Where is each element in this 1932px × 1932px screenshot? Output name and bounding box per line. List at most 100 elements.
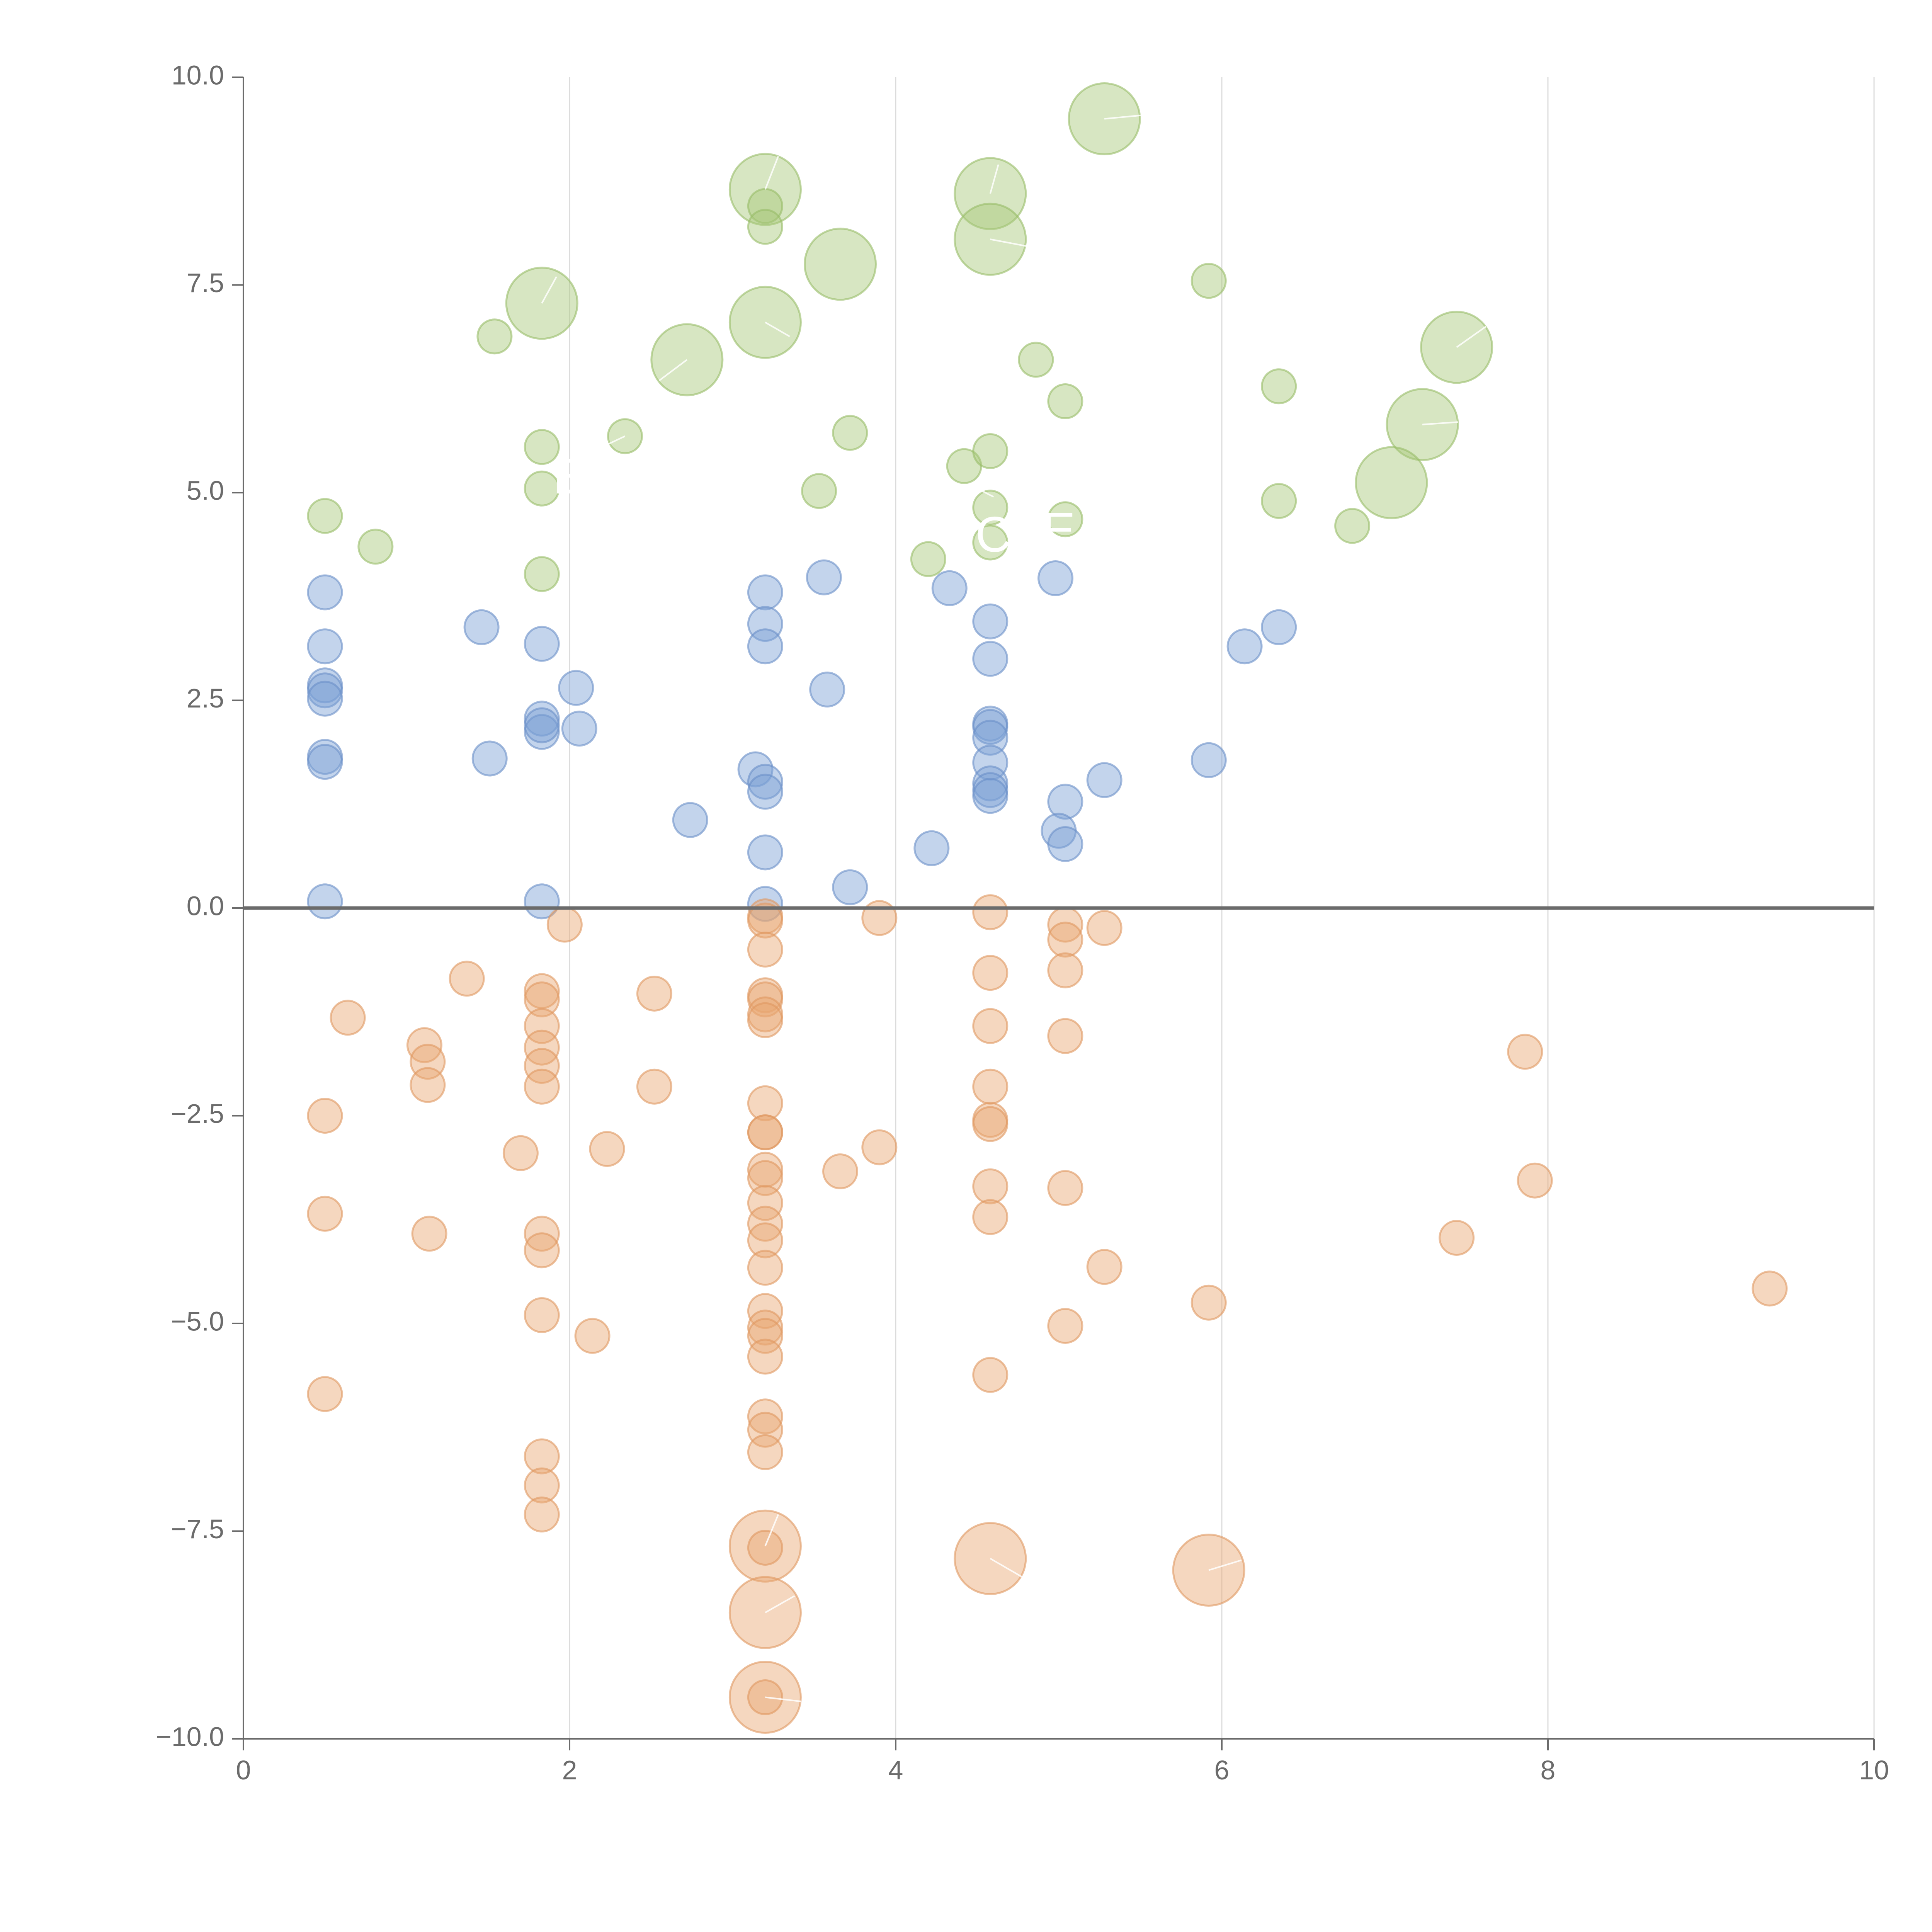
orange-bubble xyxy=(972,1068,1009,1105)
orange-bubble xyxy=(747,1222,783,1259)
orange-bubble xyxy=(747,1250,783,1286)
blue-bubble xyxy=(747,834,783,871)
y-tick-label: −2.5 xyxy=(171,1099,224,1129)
orange-bubble xyxy=(747,1310,783,1346)
orange-bubble xyxy=(972,955,1009,991)
green-bubble xyxy=(1261,483,1297,519)
orange-bubble xyxy=(1752,1270,1788,1307)
orange-bubble xyxy=(747,1318,783,1354)
orange-bubble xyxy=(524,1297,560,1333)
blue-bubble xyxy=(972,709,1009,745)
blue-bubble xyxy=(1047,826,1083,862)
orange-bubble xyxy=(1047,922,1083,958)
blue-bubble xyxy=(747,774,783,810)
blue-bubble xyxy=(307,672,343,709)
blue-bubble xyxy=(747,628,783,665)
green-bubble xyxy=(801,473,837,509)
y-tick-label: 7.5 xyxy=(187,268,224,298)
orange-bubble xyxy=(524,1467,560,1503)
annotation-label: E xyxy=(553,448,587,504)
orange-bubble xyxy=(1190,1284,1227,1321)
orange-bubble xyxy=(636,975,672,1012)
orange-bubble xyxy=(1047,1308,1083,1344)
leader-line xyxy=(541,276,557,304)
orange-bubble xyxy=(1439,1220,1475,1256)
blue-bubble xyxy=(524,883,560,920)
orange-bubble xyxy=(747,1434,783,1470)
leader-line xyxy=(765,321,790,337)
orange-bubble xyxy=(747,1530,783,1566)
blue-bubble xyxy=(463,609,500,645)
leader-line xyxy=(1456,326,1486,348)
blue-bubble xyxy=(307,744,343,780)
blue-bubble xyxy=(747,574,783,611)
blue-bubble xyxy=(806,559,842,595)
blue-bubble xyxy=(561,711,597,747)
orange-bubble xyxy=(307,1196,343,1232)
leader-line xyxy=(990,238,1035,248)
orange-bubble xyxy=(636,1068,672,1105)
orange-bubble xyxy=(972,1357,1009,1393)
orange-bubble xyxy=(307,1376,343,1412)
blue-bubble xyxy=(672,802,708,838)
orange-bubble xyxy=(972,1168,1009,1204)
x-tick-label: 10 xyxy=(1859,1755,1889,1785)
blue-bubble xyxy=(972,719,1009,756)
orange-bubble xyxy=(728,1576,802,1649)
green-bubble xyxy=(972,433,1009,469)
orange-bubble xyxy=(524,1068,560,1105)
orange-bubble xyxy=(747,902,783,939)
orange-bubble xyxy=(972,1008,1009,1044)
blue-bubble xyxy=(1226,628,1263,665)
blue-bubble xyxy=(737,751,774,787)
orange-bubble xyxy=(747,1002,783,1038)
orange-bubble xyxy=(972,1199,1009,1235)
green-bubble xyxy=(910,541,946,577)
green-bubble xyxy=(972,524,1009,561)
leader-line xyxy=(764,1514,779,1546)
leader-line xyxy=(1422,421,1459,425)
orange-bubble xyxy=(747,1338,783,1375)
orange-bubble xyxy=(1086,910,1122,946)
green-bubble xyxy=(524,556,560,592)
blue-bubble xyxy=(307,574,343,611)
orange-bubble xyxy=(861,1129,898,1165)
orange-bubble xyxy=(747,932,783,968)
blue-bubble xyxy=(1047,784,1083,820)
orange-bubble xyxy=(1086,1249,1122,1285)
orange-bubble xyxy=(861,900,898,936)
orange-bubble xyxy=(589,1131,625,1167)
orange-bubble xyxy=(330,1000,366,1036)
orange-bubble xyxy=(747,1114,783,1150)
orange-bubble xyxy=(524,1048,560,1084)
green-bubble xyxy=(804,228,877,301)
y-tick-label: 10.0 xyxy=(172,60,224,90)
green-bubble xyxy=(307,498,343,534)
orange-bubble xyxy=(524,1008,560,1044)
leader-line xyxy=(658,359,688,381)
orange-bubble xyxy=(449,961,485,997)
orange-bubble xyxy=(411,1216,447,1252)
green-bubble xyxy=(524,429,560,465)
orange-bubble xyxy=(574,1318,611,1354)
blue-bubble xyxy=(1037,560,1074,596)
blue-bubble xyxy=(558,670,594,706)
orange-bubble xyxy=(1517,1162,1553,1199)
leader-line xyxy=(602,435,626,448)
x-tick-label: 2 xyxy=(562,1755,577,1785)
orange-bubble xyxy=(524,1497,560,1532)
bubble-layer xyxy=(307,82,1788,1734)
orange-bubble xyxy=(1047,1170,1083,1206)
blue-bubble xyxy=(307,883,343,920)
green-bubble xyxy=(476,318,513,355)
x-tick-label: 0 xyxy=(236,1755,251,1785)
blue-bubble xyxy=(972,603,1009,639)
x-tick-label: 8 xyxy=(1541,1755,1556,1785)
green-bubble xyxy=(1018,342,1054,378)
orange-bubble xyxy=(972,894,1009,930)
green-bubble xyxy=(1355,446,1428,519)
leader-line xyxy=(990,1558,1027,1580)
orange-bubble xyxy=(1047,1018,1083,1054)
green-bubble xyxy=(524,470,560,507)
